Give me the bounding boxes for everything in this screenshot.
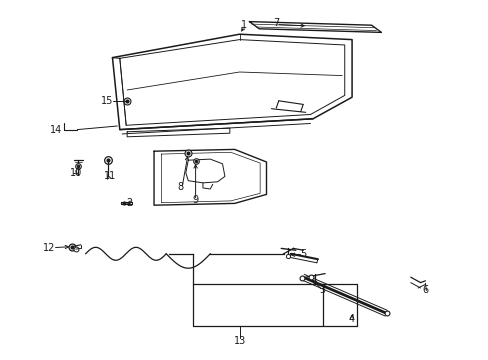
Text: 14: 14 xyxy=(50,125,62,135)
Text: 2: 2 xyxy=(126,198,132,208)
Text: 5: 5 xyxy=(300,249,305,259)
Text: 12: 12 xyxy=(42,243,55,253)
Text: 3: 3 xyxy=(319,285,325,295)
Text: 10: 10 xyxy=(69,168,82,178)
Text: 6: 6 xyxy=(422,285,427,295)
Text: 11: 11 xyxy=(103,171,116,181)
Text: 15: 15 xyxy=(101,96,114,106)
Text: 13: 13 xyxy=(233,336,245,346)
Text: 8: 8 xyxy=(178,182,183,192)
Text: 1: 1 xyxy=(241,20,247,30)
Text: 4: 4 xyxy=(348,314,354,324)
Text: 7: 7 xyxy=(273,18,279,28)
Text: 9: 9 xyxy=(192,195,198,205)
